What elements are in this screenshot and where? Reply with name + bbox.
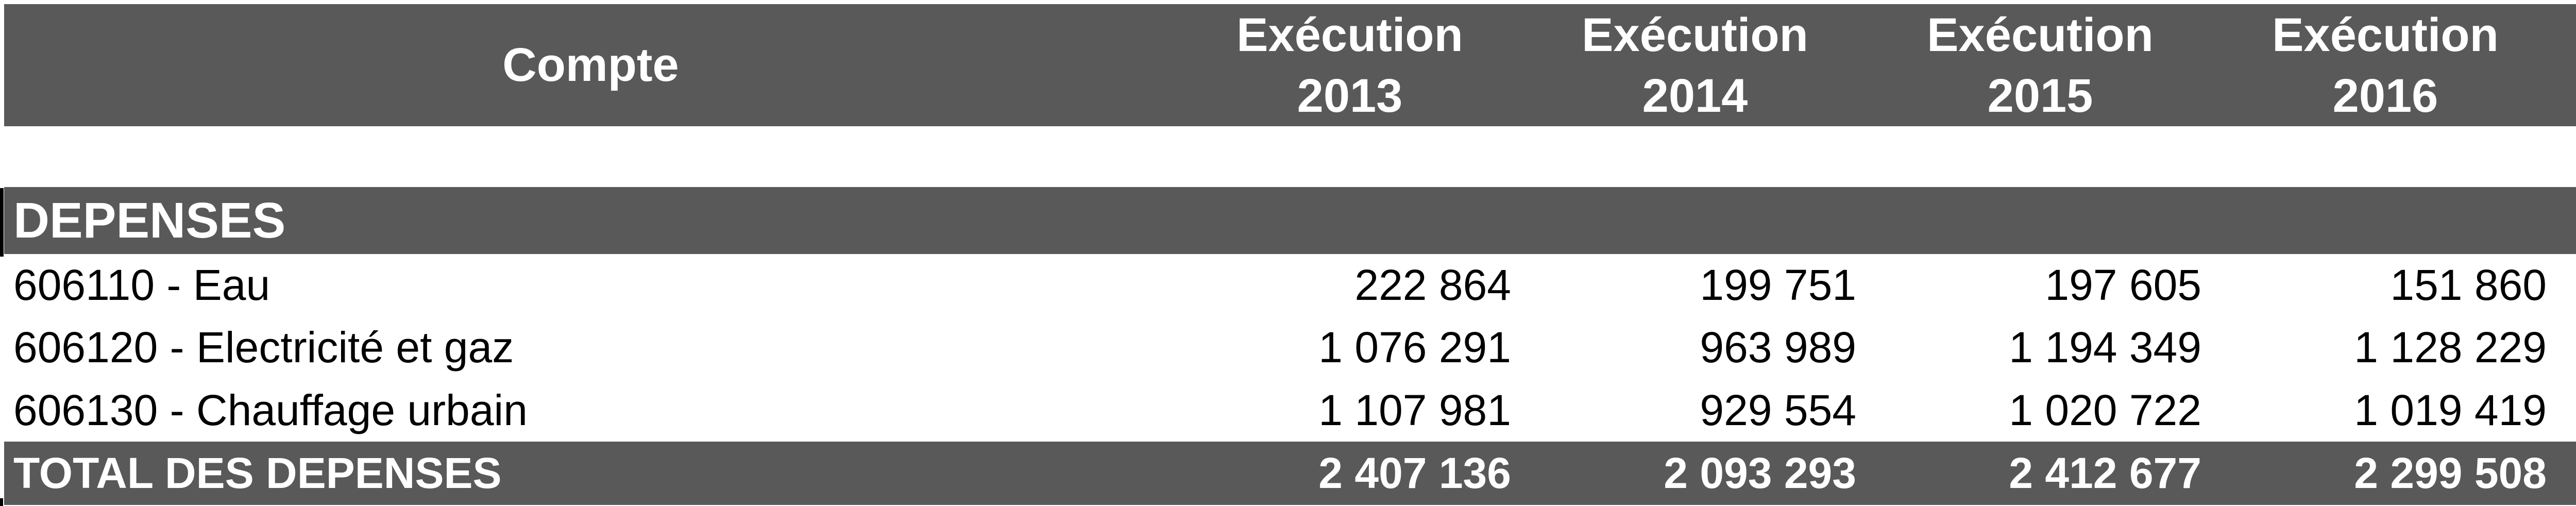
section-title: DEPENSES xyxy=(13,192,286,248)
header-body-gap xyxy=(4,126,2576,187)
value-cell-2017: 213 177 xyxy=(2558,260,2576,310)
table-row-eau: 606110 - Eau 222 864 199 751 197 605 151… xyxy=(4,254,2576,316)
col-header-title: Exécution xyxy=(2272,8,2499,61)
bottom-left-border-mark xyxy=(0,498,3,506)
value-cell-2014: 929 554 xyxy=(1700,385,1856,434)
row-label: 606110 - Eau xyxy=(13,261,270,309)
col-header-execution-2017: Exécution 2017 xyxy=(2558,5,2576,126)
row-label: 606130 - Chauffage urbain xyxy=(13,385,528,434)
col-header-execution-2014: Exécution 2014 xyxy=(1522,5,1868,126)
value-cell-2013: 222 864 xyxy=(1354,261,1511,309)
table-row-electricite-gaz: 606120 - Electricité et gaz 1 076 291 96… xyxy=(4,316,2576,379)
total-cell-2014: 2 093 293 xyxy=(1664,449,1856,497)
total-row: TOTAL DES DEPENSES 2 407 136 2 093 293 2… xyxy=(4,442,2576,505)
col-header-execution-2013: Exécution 2013 xyxy=(1177,5,1522,126)
value-cell-2017: 1 105 334 xyxy=(2558,323,2576,373)
value-cell-2015: 197 605 xyxy=(2045,261,2201,309)
col-header-title: Exécution xyxy=(1927,8,2154,61)
expense-table: Compte Exécution 2013 Exécution 2014 Exé… xyxy=(4,4,2576,505)
col-header-year: 2015 xyxy=(1987,69,2093,122)
value-cell-2016: 1 019 419 xyxy=(2354,385,2547,434)
total-cell-2013: 2 407 136 xyxy=(1318,449,1511,497)
col-header-title: Exécution xyxy=(1582,8,1808,61)
col-header-execution-2016: Exécution 2016 xyxy=(2213,5,2558,126)
value-cell-2014: 963 989 xyxy=(1700,323,1856,372)
value-cell-2016: 1 128 229 xyxy=(2354,323,2547,372)
col-header-execution-2015: Exécution 2015 xyxy=(1868,5,2213,126)
value-cell-2014: 199 751 xyxy=(1700,261,1856,309)
table-row-chauffage-urbain: 606130 - Chauffage urbain 1 107 981 929 … xyxy=(4,379,2576,442)
table-header-row: Compte Exécution 2013 Exécution 2014 Exé… xyxy=(4,4,2576,126)
col-header-year: 2016 xyxy=(2332,69,2438,122)
value-cell-2013: 1 076 291 xyxy=(1318,323,1511,372)
total-cell-2015: 2 412 677 xyxy=(2009,449,2201,497)
col-header-compte: Compte xyxy=(502,39,679,91)
value-cell-2016: 151 860 xyxy=(2390,261,2547,309)
col-header-title: Exécution xyxy=(1236,8,1463,61)
total-cell-2017: 2 256 346 xyxy=(2558,448,2576,498)
value-cell-2013: 1 107 981 xyxy=(1318,385,1511,434)
value-cell-2017: 937 835 xyxy=(2558,385,2576,435)
col-header-year: 2014 xyxy=(1642,69,1748,122)
total-label: TOTAL DES DEPENSES xyxy=(13,449,502,497)
col-header-year: 2013 xyxy=(1297,69,1403,122)
value-cell-2015: 1 194 349 xyxy=(2009,323,2201,372)
section-header-depenses: DEPENSES xyxy=(4,187,2576,254)
left-border-mark xyxy=(0,188,4,257)
value-cell-2015: 1 020 722 xyxy=(2009,385,2201,434)
row-label: 606120 - Electricité et gaz xyxy=(13,323,514,372)
total-cell-2016: 2 299 508 xyxy=(2354,449,2547,497)
